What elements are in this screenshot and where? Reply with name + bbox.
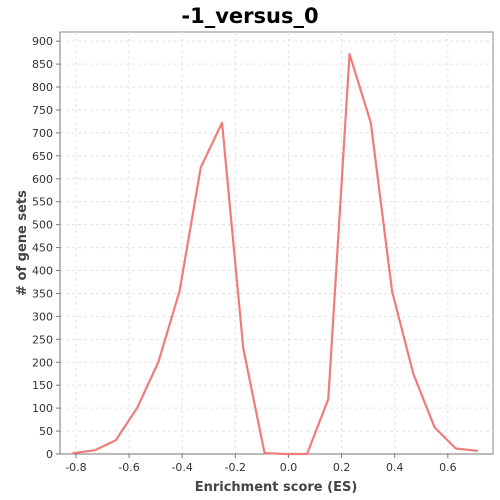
y-tick-label: 550 — [32, 196, 53, 209]
x-tick-label: -0.2 — [225, 461, 246, 474]
y-tick-label: 200 — [32, 356, 53, 369]
x-tick-label: -0.8 — [65, 461, 86, 474]
y-tick-label: 350 — [32, 287, 53, 300]
x-tick-label: 0.0 — [280, 461, 298, 474]
y-tick-label: 0 — [46, 448, 53, 461]
y-tick-label: 150 — [32, 379, 53, 392]
y-tick-label: 750 — [32, 104, 53, 117]
y-tick-label: 800 — [32, 81, 53, 94]
y-tick-label: 700 — [32, 127, 53, 140]
y-tick-label: 600 — [32, 173, 53, 186]
gridlines — [60, 32, 493, 455]
x-tick-label: 0.4 — [386, 461, 404, 474]
series-line-0 — [72, 52, 479, 456]
x-tick-label: 0.2 — [333, 461, 351, 474]
y-tick-label: 500 — [32, 219, 53, 232]
y-tick-label: 450 — [32, 242, 53, 255]
y-tick-label: 250 — [32, 333, 53, 346]
x-tick-label: 0.6 — [439, 461, 457, 474]
y-tick-label: 50 — [39, 425, 53, 438]
y-tick-label: 100 — [32, 402, 53, 415]
series-layer — [72, 52, 479, 456]
y-tick-label: 900 — [32, 35, 53, 48]
y-tick-label: 400 — [32, 265, 53, 278]
plot-area — [59, 31, 494, 455]
chart-title: -1_versus_0 — [181, 4, 318, 28]
x-tick-label: -0.6 — [118, 461, 139, 474]
y-axis-label: # of gene sets — [15, 190, 30, 296]
y-tick-label: 850 — [32, 58, 53, 71]
y-tick-label: 650 — [32, 150, 53, 163]
y-tick-label: 300 — [32, 310, 53, 323]
x-tick-label: -0.4 — [171, 461, 192, 474]
axes: 0 50 100 150 200 250 300 350 400 450 500 550 600 650 7… — [32, 32, 493, 474]
x-axis-label: Enrichment score (ES) — [195, 480, 358, 495]
